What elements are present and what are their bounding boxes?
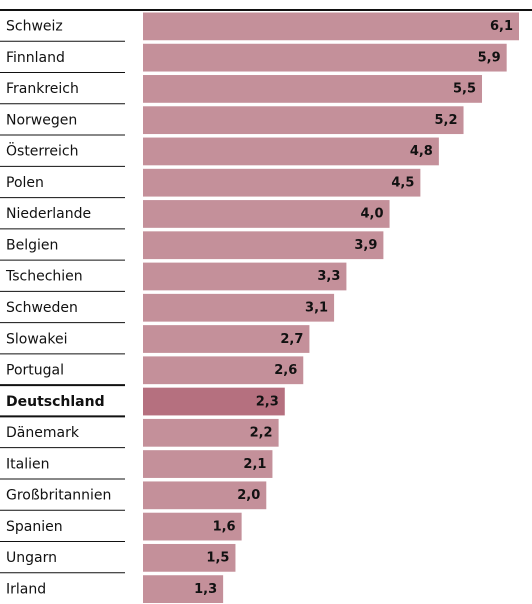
value-label: 2,2 xyxy=(250,426,273,441)
bar xyxy=(143,200,390,228)
category-label: Italien xyxy=(6,456,49,472)
value-label: 3,3 xyxy=(317,269,340,284)
value-label: 4,0 xyxy=(361,207,384,222)
bar xyxy=(143,168,421,197)
bar xyxy=(143,293,335,322)
category-label: Polen xyxy=(6,175,44,191)
category-label: Norwegen xyxy=(6,112,77,128)
value-label: 2,6 xyxy=(274,363,297,378)
value-label: 6,1 xyxy=(490,19,513,34)
category-label: Frankreich xyxy=(6,81,79,97)
bar xyxy=(143,575,224,603)
category-label: Tschechien xyxy=(5,269,83,285)
category-label: Belgien xyxy=(6,237,58,253)
bar xyxy=(143,512,242,541)
category-label: Schweden xyxy=(6,300,78,316)
value-label: 2,7 xyxy=(280,332,303,347)
bar xyxy=(143,450,273,478)
value-label: 3,9 xyxy=(354,238,377,253)
bar xyxy=(143,106,464,135)
value-label: 4,5 xyxy=(391,175,414,190)
category-label: Schweiz xyxy=(6,19,63,35)
bar xyxy=(143,262,347,291)
category-label: Ungarn xyxy=(6,550,57,566)
bar xyxy=(143,137,439,166)
category-label: Slowakei xyxy=(6,331,67,347)
bar xyxy=(143,543,236,572)
value-label: 1,5 xyxy=(206,551,229,566)
value-label: 5,9 xyxy=(478,50,501,65)
value-label: 1,6 xyxy=(213,519,236,534)
value-label: 2,1 xyxy=(243,457,266,472)
bar xyxy=(143,75,483,103)
bar xyxy=(143,481,267,510)
category-label: Spanien xyxy=(6,519,63,535)
category-label: Deutschland xyxy=(6,394,105,410)
category-label: Österreich xyxy=(6,142,78,160)
value-label: 2,3 xyxy=(256,394,279,409)
value-label: 2,0 xyxy=(237,488,260,503)
bar xyxy=(143,43,507,72)
value-label: 5,2 xyxy=(434,113,457,128)
value-label: 5,5 xyxy=(453,82,476,97)
bar xyxy=(143,12,519,41)
category-label: Niederlande xyxy=(6,206,91,222)
category-label: Irland xyxy=(6,581,46,597)
category-label: Dänemark xyxy=(6,425,80,441)
category-label: Finnland xyxy=(6,50,65,66)
value-label: 1,3 xyxy=(194,582,217,597)
value-label: 4,8 xyxy=(410,144,433,159)
bar xyxy=(143,231,384,260)
bar xyxy=(143,418,279,447)
bar xyxy=(143,387,285,416)
bar xyxy=(143,325,310,353)
category-label: Portugal xyxy=(6,363,64,379)
category-label: Großbritannien xyxy=(6,488,111,504)
bar xyxy=(143,356,304,385)
value-label: 3,1 xyxy=(305,301,328,316)
